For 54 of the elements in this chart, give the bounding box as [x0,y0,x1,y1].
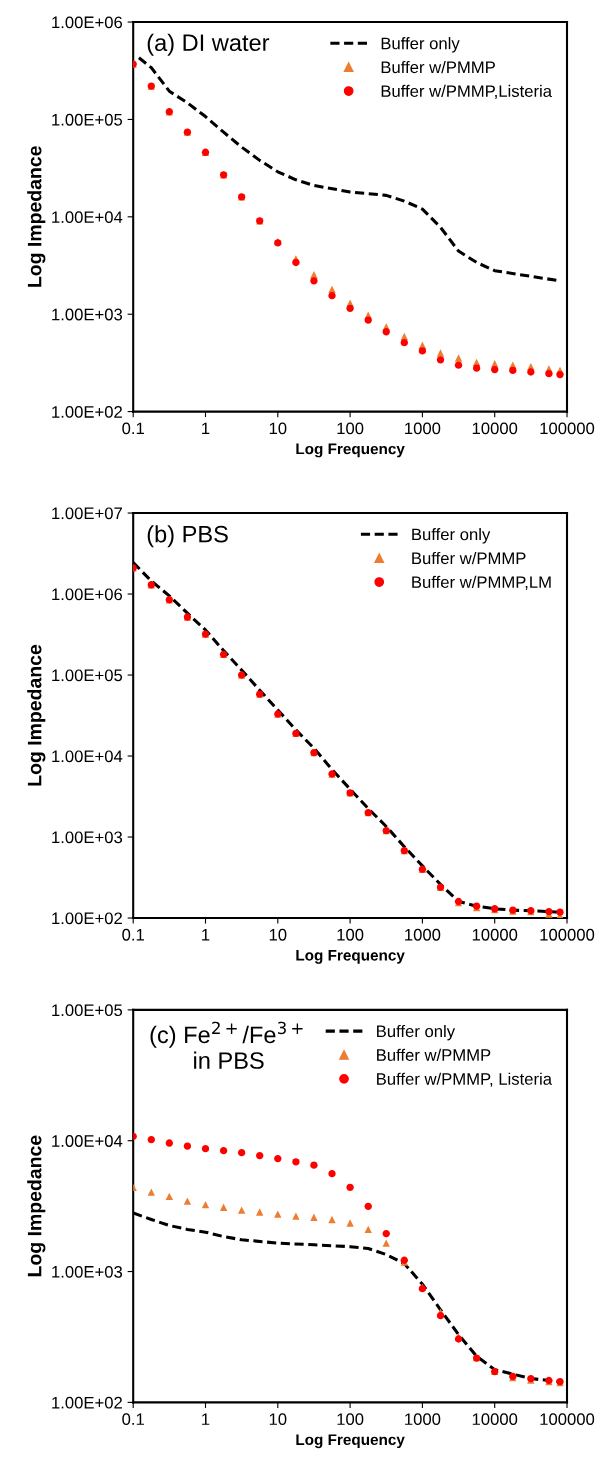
x-tick-label: 100000 [540,422,595,435]
y-tick-label: 1.00E+04 [52,211,123,224]
x-tick-label: 1000 [405,928,441,941]
x-tick-label: 100 [337,422,364,435]
legend-label: Buffer w/PMMP [377,1048,491,1061]
x-tick-label: 1000 [405,1413,441,1426]
x-tick-label: 0.1 [122,422,144,435]
x-tick-label: 1 [202,1413,210,1425]
x-tick-label: 100000 [540,1413,595,1426]
y-tick-label: 1.00E+05 [52,1004,123,1017]
chart-title: (a) DI water [147,33,270,56]
x-tick-label: 10 [269,1413,287,1426]
y-axis-title: Log Impedance [27,1135,46,1277]
chart-title: (b) PBS [147,525,228,548]
legend-label: Buffer only [412,528,491,544]
y-tick-label: 1.00E+04 [52,750,123,763]
legend-label: Buffer w/PMMP [381,60,495,74]
y-tick-label: 1.00E+02 [52,406,122,418]
x-tick-label: 0.1 [122,928,144,941]
y-tick-label: 1.00E+03 [52,831,123,844]
x-tick-label: 10 [269,422,287,435]
x-tick-label: 100 [337,1413,364,1426]
y-tick-label: 1.00E+03 [52,1265,123,1278]
y-tick-label: 1.00E+02 [52,1396,122,1409]
legend-label: Buffer only [377,1024,456,1041]
x-tick-label: 10000 [472,1413,518,1426]
x-axis-title: Log Frequency [296,1434,405,1449]
y-tick-label: 1.00E+06 [52,588,123,601]
legend-label: Buffer w/PMMP [412,551,526,565]
x-tick-label: 10000 [472,928,518,941]
x-tick-label: 1 [202,422,210,435]
x-tick-label: 10000 [472,422,518,435]
y-axis-title: Log Impedance [27,644,46,786]
x-tick-label: 0.1 [122,1413,144,1426]
x-tick-label: 100 [337,928,364,941]
chart-title: (c) Fe$^{2+}$/Fe$^{3+}$ in PBS [150,1021,303,1069]
y-tick-label: 1.00E+06 [52,16,123,29]
x-tick-label: 1000 [405,422,441,435]
y-tick-label: 1.00E+05 [52,669,123,682]
y-tick-label: 1.00E+03 [52,308,123,321]
legend-label: Buffer w/PMMP,Listeria [381,84,553,99]
y-tick-label: 1.00E+04 [52,1135,123,1147]
y-tick-label: 1.00E+05 [52,113,123,126]
x-axis-title: Log Frequency [296,443,405,458]
y-axis-title: Log Impedance [27,146,46,287]
x-tick-label: 1 [202,929,210,941]
legend-label: Buffer only [381,37,460,53]
x-tick-label: 10 [269,928,287,941]
legend-label: Buffer w/PMMP,LM [412,575,551,590]
y-tick-label: 1.00E+02 [52,912,122,925]
legend-label: Buffer w/PMMP, Listeria [377,1072,553,1087]
x-tick-label: 100000 [540,928,595,941]
x-axis-title: Log Frequency [296,950,405,964]
y-tick-label: 1.00E+07 [52,507,122,520]
